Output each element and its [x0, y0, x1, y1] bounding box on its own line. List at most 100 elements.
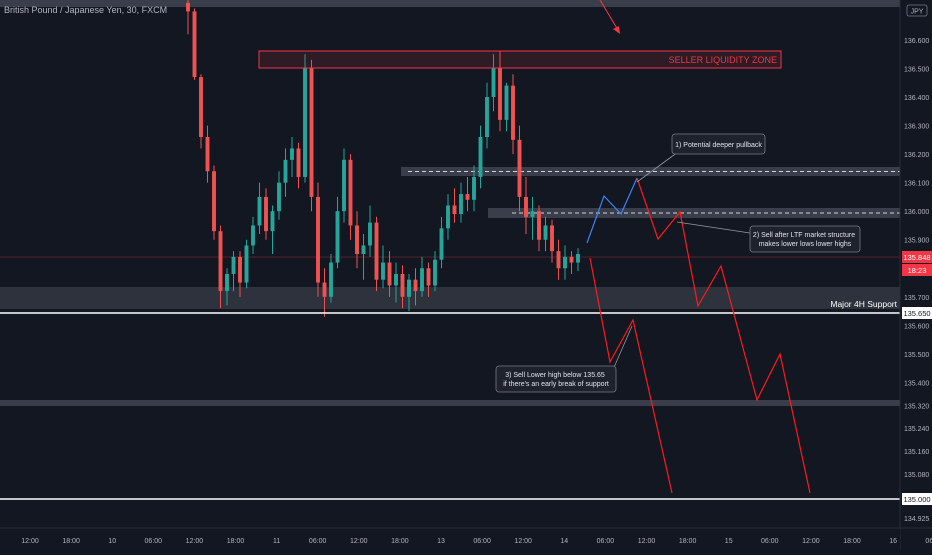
level-135000-tag-text: 135.000: [903, 495, 930, 504]
annotation-1: 1) Potential deeper pullback: [636, 133, 766, 183]
y-tick-label: 134.925: [904, 516, 929, 523]
candle: [556, 239, 561, 280]
y-tick-label: 135.600: [904, 323, 929, 330]
current-price-tag-text: 135.848: [903, 253, 930, 262]
candle-body: [251, 225, 255, 246]
candle-body: [452, 205, 457, 215]
candle: [218, 225, 223, 309]
candle-body: [407, 279, 411, 297]
x-tick-label: 18:00: [391, 538, 409, 545]
candle: [316, 182, 320, 297]
y-tick-label: 136.400: [904, 95, 929, 102]
x-tick-label: 06:00: [761, 538, 779, 545]
candle: [225, 268, 229, 306]
candle: [576, 248, 580, 272]
annotation-1-pointer: [636, 151, 679, 183]
candle-body: [361, 245, 366, 255]
y-tick-label: 136.000: [904, 209, 929, 216]
candle-body: [316, 196, 320, 283]
candle-body: [472, 176, 476, 200]
annotation-3-pointer: [611, 325, 633, 373]
candle-body: [498, 68, 502, 120]
candle: [290, 136, 294, 177]
annotation-3-text: 3) Sell Lower high below 135.65 if there…: [503, 372, 609, 388]
candle: [322, 268, 327, 317]
annotation-1-box: [671, 133, 766, 155]
candle: [387, 251, 392, 297]
seller-liquidity-zone-label: SELLER LIQUIDITY ZONE: [669, 55, 777, 65]
candle: [231, 251, 236, 292]
candle: [186, 0, 190, 35]
candle: [433, 251, 437, 292]
candle: [205, 125, 210, 183]
zones-layer: [0, 0, 900, 406]
candle-body: [569, 256, 574, 263]
candle-body: [218, 231, 223, 292]
candle: [277, 171, 281, 220]
x-tick-label: 06:00: [145, 538, 163, 545]
candle-body: [264, 196, 268, 232]
candle-body: [504, 85, 509, 120]
candle: [407, 273, 411, 312]
top-arrow-head: [613, 26, 620, 34]
candle-body: [576, 254, 580, 263]
countdown-tag-text: 18:23: [908, 266, 927, 275]
candle: [504, 82, 509, 132]
candle: [550, 219, 554, 263]
candle-body: [556, 251, 561, 269]
candle-body: [537, 211, 541, 240]
x-tick-label: 12:00: [514, 538, 532, 545]
annotation-2-text: 2) Sell after LTF market structure makes…: [753, 232, 857, 248]
symbol-title: British Pound / Japanese Yen, 30, FXCM: [4, 5, 168, 15]
y-tick-label: 135.400: [904, 380, 929, 387]
candle: [192, 8, 197, 80]
candle-body: [517, 139, 522, 197]
candle: [537, 205, 541, 252]
candle-body: [563, 256, 567, 269]
candle: [465, 176, 470, 212]
candle: [199, 74, 203, 149]
candle-body: [244, 245, 249, 283]
candle-body: [368, 222, 372, 246]
candle: [420, 256, 424, 297]
candle: [309, 59, 314, 212]
x-tick-label: 11: [273, 538, 280, 545]
x-tick-label: 12:00: [350, 538, 368, 545]
candle-body: [231, 256, 236, 274]
candle-body: [485, 97, 489, 137]
candle: [511, 74, 515, 155]
level-135650-tag: 135.650: [902, 307, 932, 319]
projection-paths: [586, 0, 811, 494]
candle-body: [192, 11, 197, 78]
candle-body: [550, 225, 554, 252]
current-price-tag-box: [902, 251, 932, 263]
candle-body: [348, 159, 353, 226]
time-axis[interactable]: [0, 527, 932, 550]
candle: [381, 245, 385, 289]
annotation-2-line-2: makes lower lows lower highs: [759, 241, 852, 248]
candle-body: [381, 262, 385, 280]
annotation-2-box: [749, 225, 861, 253]
candle-body: [290, 148, 294, 160]
x-tick-label: 06:00: [597, 538, 615, 545]
x-tick-label: 12:00: [802, 538, 820, 545]
candle: [368, 205, 372, 257]
y-tick-label: 135.700: [904, 295, 929, 302]
red-sell-path-upper: [636, 177, 811, 494]
candle: [452, 188, 457, 223]
x-tick-label: 06:00: [925, 538, 932, 545]
candle: [426, 262, 431, 297]
candle-body: [335, 211, 340, 263]
candle: [374, 216, 379, 292]
top-arrow-line: [599, 0, 619, 31]
x-tick-label: 12:00: [21, 538, 39, 545]
y-tick-label: 136.500: [904, 66, 929, 73]
x-tick-label: 06:00: [309, 538, 327, 545]
currency-badge[interactable]: JPY: [906, 4, 928, 17]
candle: [283, 148, 288, 197]
candle: [459, 182, 463, 223]
candle-body: [199, 77, 203, 137]
